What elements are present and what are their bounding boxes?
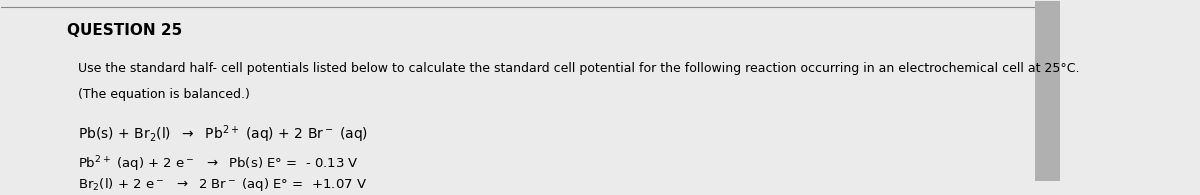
Text: Pb(s) + Br$_2$(l)  $\rightarrow$  Pb$^{2+}$ (aq) + 2 Br$^-$ (aq): Pb(s) + Br$_2$(l) $\rightarrow$ Pb$^{2+}…: [78, 124, 367, 145]
Text: Br$_2$(l) + 2 e$^-$  $\rightarrow$  2 Br$^-$ (aq) E° =  +1.07 V: Br$_2$(l) + 2 e$^-$ $\rightarrow$ 2 Br$^…: [78, 176, 367, 193]
Text: Pb$^{2+}$ (aq) + 2 e$^-$  $\rightarrow$  Pb(s) E° =  - 0.13 V: Pb$^{2+}$ (aq) + 2 e$^-$ $\rightarrow$ P…: [78, 154, 359, 174]
FancyBboxPatch shape: [1034, 1, 1060, 181]
Text: QUESTION 25: QUESTION 25: [67, 23, 182, 38]
Text: (The equation is balanced.): (The equation is balanced.): [78, 88, 250, 101]
Text: Use the standard half- cell potentials listed below to calculate the standard ce: Use the standard half- cell potentials l…: [78, 62, 1079, 75]
